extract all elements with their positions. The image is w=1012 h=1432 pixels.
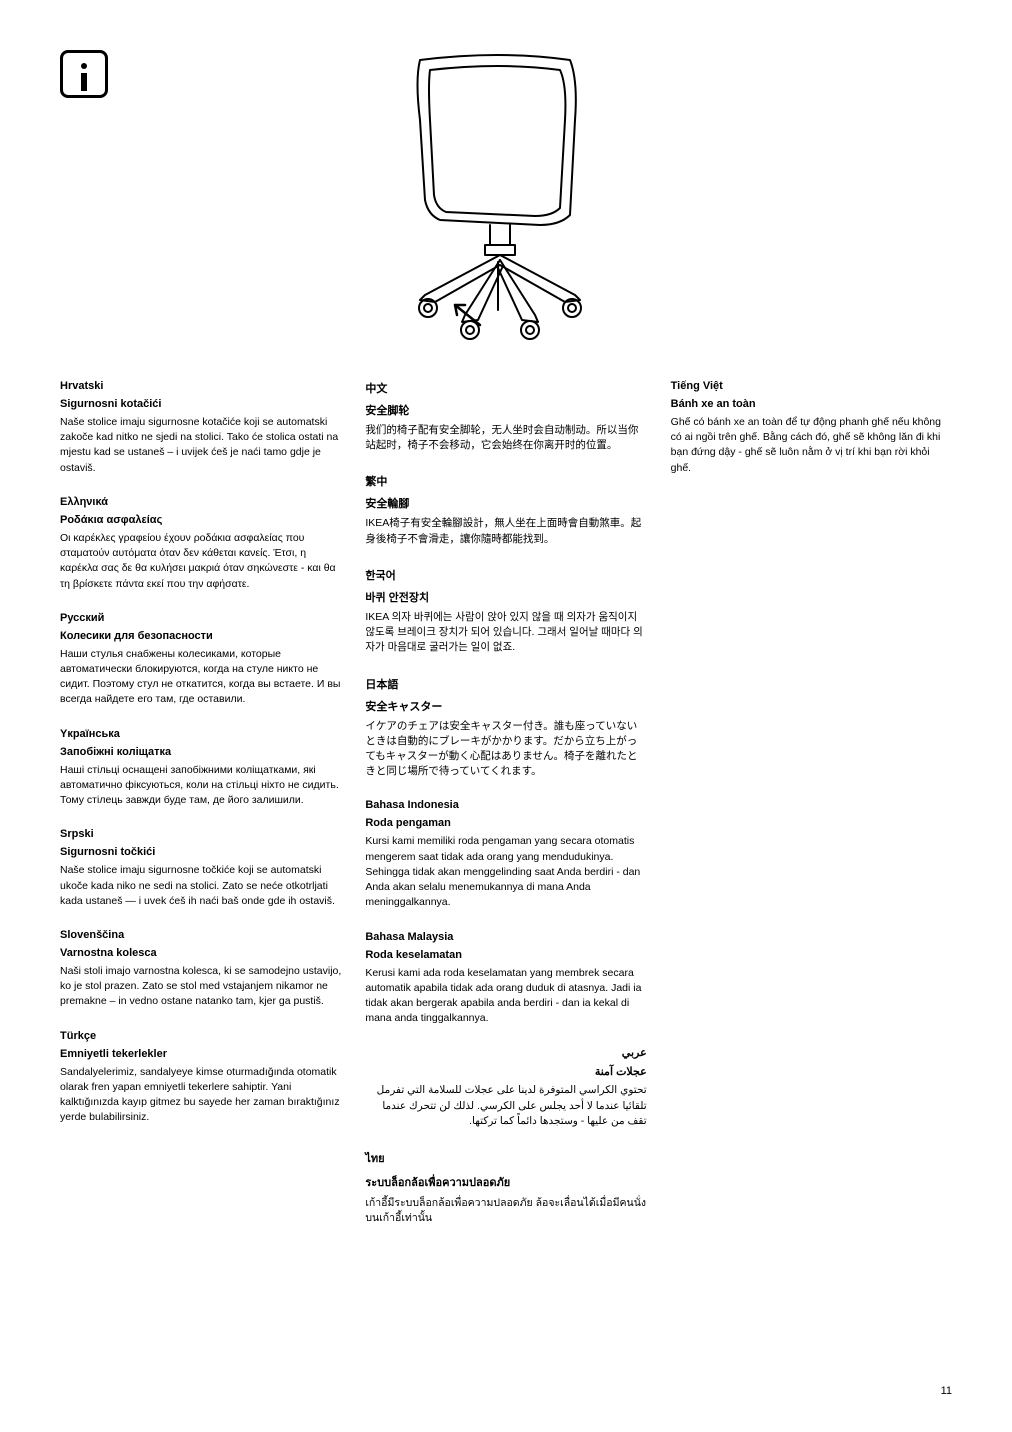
section-body: Sandalyelerimiz, sandalyeye kimse oturma… — [60, 1065, 341, 1126]
page-number: 11 — [941, 1385, 952, 1397]
lang-section: Srpski Sigurnosni točkići Naše stolice ima… — [60, 828, 341, 909]
lang-section: Ελληνικά Ροδάκια ασφαλείας Οι καρέκλες γρα… — [60, 496, 341, 592]
lang-section: 中文安全脚轮我们的椅子配有安全脚轮，无人坐时会自动制动。所以当你站起时，椅子不会… — [365, 380, 646, 453]
lang-section: Русский Колесики для безопасности Наши сту… — [60, 612, 341, 708]
info-icon-dot — [81, 63, 87, 69]
section-heading: 바퀴 안전장치 — [365, 589, 646, 605]
language-name: Bahasa Malaysia — [365, 931, 646, 943]
language-name: Bahasa Indonesia — [365, 799, 646, 811]
column-3: Tiếng Việt Bánh xe an toàn Ghế có bánh xe … — [671, 380, 952, 1230]
section-body: Наши стулья снабжены колесиками, которые… — [60, 647, 341, 708]
lang-section: Hrvatski Sigurnosni kotačići Naše stolice … — [60, 380, 341, 476]
section-heading: Ροδάκια ασφαλείας — [60, 514, 341, 526]
section-body: تحتوي الكراسي المتوفرة لدينا على عجلات ل… — [365, 1083, 646, 1129]
section-heading: 安全キャスター — [365, 698, 646, 714]
language-name: Slovenščina — [60, 929, 341, 941]
chair-castor-illustration — [360, 40, 640, 350]
lang-section: Tiếng Việt Bánh xe an toàn Ghế có bánh xe … — [671, 380, 952, 476]
section-body: Наші стільці оснащені запобіжними коліща… — [60, 763, 341, 809]
column-1: Hrvatski Sigurnosni kotačići Naše stolice … — [60, 380, 341, 1230]
language-name: Türkçe — [60, 1030, 341, 1042]
section-body: Οι καρέκλες γραφείου έχουν ροδάκια ασφαλ… — [60, 531, 341, 592]
section-heading: 安全脚轮 — [365, 402, 646, 418]
lang-section: عربي عجلات آمنة تحتوي الكراسي المتوفرة لدي… — [365, 1046, 646, 1129]
section-heading: Колесики для безопасности — [60, 630, 341, 642]
lang-section: Yкраїнська Запобіжні коліщатка Наші стільц… — [60, 728, 341, 809]
lang-section: Bahasa Indonesia Roda pengaman Kursi kami … — [365, 799, 646, 910]
language-name: Yкраїнська — [60, 728, 341, 740]
language-name: Tiếng Việt — [671, 380, 952, 392]
language-name: Srpski — [60, 828, 341, 840]
language-name: ไทย — [365, 1149, 646, 1167]
section-body: Ghế có bánh xe an toàn để tự động phanh … — [671, 415, 952, 476]
section-heading: Sigurnosni kotačići — [60, 398, 341, 410]
lang-section: 한국어바퀴 안전장치 IKEA 의자 바퀴에는 사람이 앉아 있지 않을 때 의자… — [365, 567, 646, 656]
section-heading: Запобіжні коліщатка — [60, 746, 341, 758]
info-icon — [60, 50, 108, 98]
section-body: Kursi kami memiliki roda pengaman yang s… — [365, 834, 646, 910]
section-body: เก้าอี้มีระบบล็อกล้อเพื่อความปลอดภัย ล้อ… — [365, 1196, 646, 1226]
lang-section: Bahasa Malaysia Roda keselamatan Kerusi ka… — [365, 931, 646, 1027]
lang-section: 日本語安全キャスターイケアのチェアは安全キャスター付き。誰も座っていないときは自… — [365, 676, 646, 780]
section-body: Naši stoli imajo varnostna kolesca, ki s… — [60, 964, 341, 1010]
content-grid: Hrvatski Sigurnosni kotačići Naše stolice … — [60, 380, 952, 1230]
section-body: Naše stolice imaju sigurnosne kotačiće k… — [60, 415, 341, 476]
section-heading: 安全輪腳 — [365, 495, 646, 511]
lang-section: ไทยระบบล็อกล้อเพื่อความปลอดภัยเก้าอี้มีร… — [365, 1149, 646, 1226]
section-body: IKEA椅子有安全輪腳設計，無人坐在上面時會自動煞車。起身後椅子不會滑走，讓你隨… — [365, 516, 646, 546]
section-body: 我们的椅子配有安全脚轮，无人坐时会自动制动。所以当你站起时，椅子不会移动，它会始… — [365, 423, 646, 453]
section-body: イケアのチェアは安全キャスター付き。誰も座っていないときは自動的にブレーキがかか… — [365, 719, 646, 780]
language-name: Русский — [60, 612, 341, 624]
lang-section: Türkçe Emniyetli tekerlekler Sandalyelerim… — [60, 1030, 341, 1126]
info-icon-bar — [81, 73, 87, 91]
section-heading: Varnostna kolesca — [60, 947, 341, 959]
section-heading: عجلات آمنة — [365, 1065, 646, 1078]
section-heading: Emniyetli tekerlekler — [60, 1048, 341, 1060]
lang-section: 繁中安全輪腳 IKEA椅子有安全輪腳設計，無人坐在上面時會自動煞車。起身後椅子不會… — [365, 473, 646, 546]
column-2: 中文安全脚轮我们的椅子配有安全脚轮，无人坐时会自动制动。所以当你站起时，椅子不会… — [365, 380, 646, 1230]
section-heading: Roda pengaman — [365, 817, 646, 829]
language-name: عربي — [365, 1046, 646, 1059]
section-heading: Sigurnosni točkići — [60, 846, 341, 858]
section-body: Naše stolice imaju sigurnosne točkiće ko… — [60, 863, 341, 909]
section-heading: Bánh xe an toàn — [671, 398, 952, 410]
section-body: IKEA 의자 바퀴에는 사람이 앉아 있지 않을 때 의자가 움직이지 않도록… — [365, 610, 646, 656]
language-name: 繁中 — [365, 473, 646, 489]
section-heading: ระบบล็อกล้อเพื่อความปลอดภัย — [365, 1173, 646, 1191]
language-name: 中文 — [365, 380, 646, 396]
section-body: Kerusi kami ada roda keselamatan yang me… — [365, 966, 646, 1027]
language-name: Ελληνικά — [60, 496, 341, 508]
section-heading: Roda keselamatan — [365, 949, 646, 961]
language-name: Hrvatski — [60, 380, 341, 392]
lang-section: Slovenščina Varnostna kolesca Naši stoli i… — [60, 929, 341, 1010]
language-name: 日本語 — [365, 676, 646, 692]
language-name: 한국어 — [365, 567, 646, 583]
